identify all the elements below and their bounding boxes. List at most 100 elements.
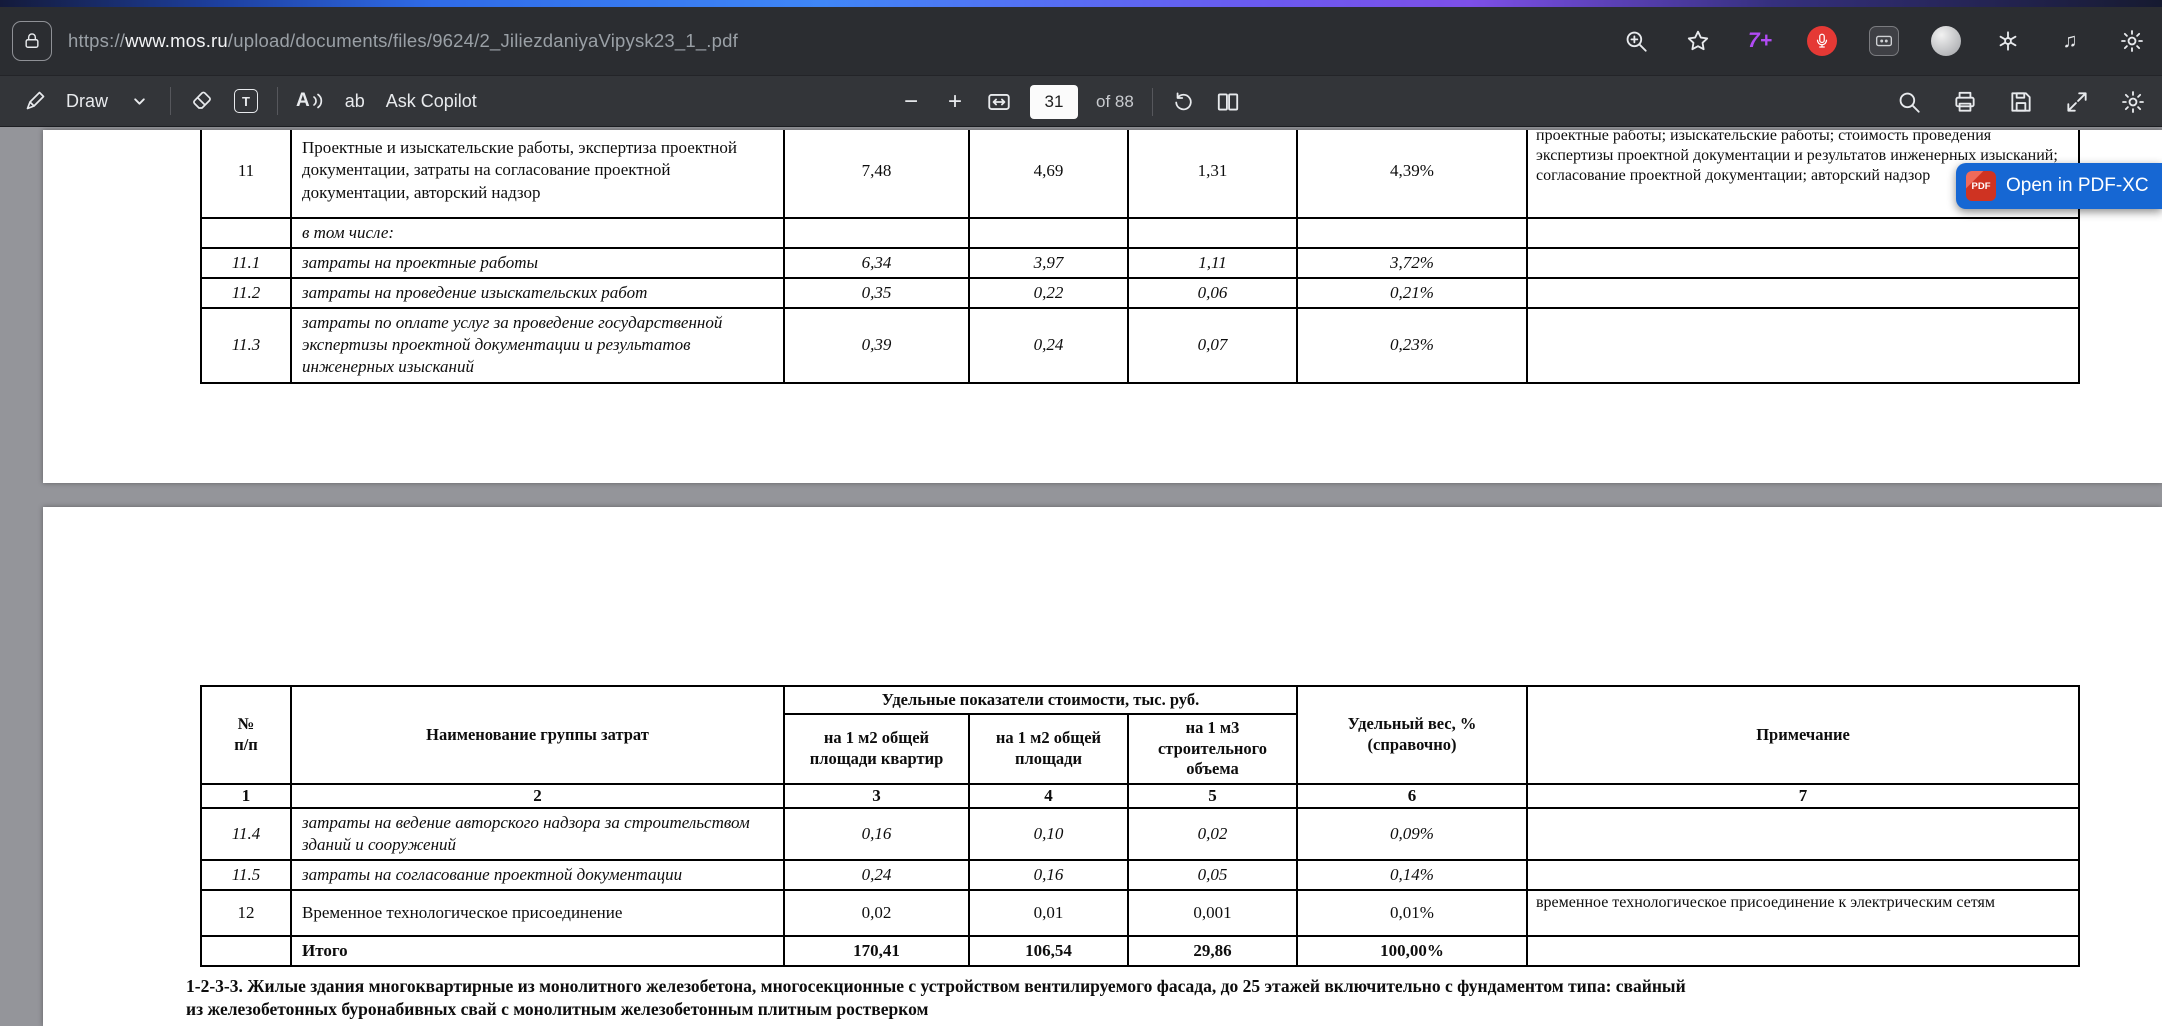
- cell-row-number: 11.3: [200, 307, 292, 384]
- header-cost-group: Удельные показатели стоимости, тыс. руб.: [783, 685, 1298, 715]
- favorites-star-button[interactable]: [1682, 25, 1714, 57]
- header-group-name: Наименование группы затрат: [290, 685, 785, 785]
- cell-value: 7,48: [783, 130, 970, 219]
- column-number: 6: [1296, 783, 1528, 809]
- search-document-button[interactable]: [1896, 84, 1922, 120]
- pdf-viewport[interactable]: 11 Проектные и изыскательские работы, эк…: [0, 127, 2162, 1026]
- add-text-button[interactable]: T: [233, 83, 259, 119]
- toolbar-separator: [277, 87, 279, 115]
- pdf-settings-button[interactable]: [2120, 84, 2146, 120]
- cell-value: 1,11: [1127, 247, 1298, 280]
- cell-value: 0,02: [783, 889, 970, 938]
- magnifier-plus-icon: [1626, 31, 1647, 52]
- read-aloud-icon: A: [296, 90, 310, 111]
- total-value: 106,54: [968, 935, 1129, 968]
- save-button[interactable]: [2008, 84, 2034, 120]
- draw-label[interactable]: Draw: [66, 90, 109, 111]
- gear-icon: [2121, 30, 2143, 52]
- cell-value: 0,01: [968, 889, 1129, 938]
- cell-note: временное технологическое присоединение …: [1526, 889, 2080, 938]
- cell-percent: [1296, 216, 1528, 250]
- draw-button[interactable]: [22, 83, 48, 119]
- table-row: 11.3 затраты по оплате услуг за проведен…: [200, 307, 2080, 384]
- profile-avatar-button[interactable]: [1930, 25, 1962, 57]
- media-extension-button[interactable]: ♫: [2054, 25, 2086, 57]
- cell-percent: 0,23%: [1296, 307, 1528, 384]
- cell-group-name: затраты по оплате услуг за проведение го…: [290, 307, 785, 384]
- zoom-out-button[interactable]: −: [898, 84, 924, 120]
- pen-icon: [26, 91, 45, 110]
- cell-value: 0,24: [783, 859, 970, 892]
- site-info-button[interactable]: [12, 21, 52, 61]
- cell-value: 0,35: [783, 277, 970, 310]
- page-number-input[interactable]: [1030, 85, 1078, 119]
- pdf-page-1: 11 Проектные и изыскательские работы, эк…: [43, 130, 2162, 483]
- cell-percent: 0,14%: [1296, 859, 1528, 892]
- url-scheme: https://: [68, 30, 126, 51]
- translate-icon: ab: [344, 90, 365, 111]
- cell-row-number: 11.5: [200, 859, 292, 892]
- rotate-icon: [1175, 91, 1192, 110]
- cell-value: 0,16: [783, 806, 970, 862]
- draw-dropdown-button[interactable]: [126, 83, 152, 119]
- extensions-button[interactable]: [1992, 25, 2024, 57]
- url-text[interactable]: https://www.mos.ru/upload/documents/file…: [68, 30, 1620, 52]
- cell-group-name: затраты на согласование проектной докуме…: [290, 859, 785, 892]
- cell-percent: 0,09%: [1296, 806, 1528, 862]
- column-number-row: 1 2 3 4 5 6 7: [200, 783, 2080, 809]
- cell-value: 0,07: [1127, 307, 1298, 384]
- pdf-toolbar-left: Draw T A ab Ask Copilot: [0, 83, 477, 119]
- pdf-toolbar-right: [1896, 76, 2146, 128]
- cell-value: 0,10: [968, 806, 1129, 862]
- zoom-page-button[interactable]: [1620, 25, 1652, 57]
- read-aloud-button[interactable]: A: [296, 83, 324, 119]
- extension-button-capture[interactable]: [1868, 25, 1900, 57]
- zoom-in-button[interactable]: +: [942, 84, 968, 120]
- window-accent-strip: [0, 0, 2162, 7]
- ask-copilot-button[interactable]: Ask Copilot: [385, 90, 477, 111]
- open-in-pdf-xchange-label: Open in PDF-XC: [2006, 175, 2149, 196]
- table-row: в том числе:: [200, 216, 2080, 250]
- header-per-m2-flats: на 1 м2 общей площади квартир: [783, 713, 970, 785]
- address-bar-actions: 7+ ♫: [1620, 25, 2152, 57]
- expand-icon: [2067, 92, 2087, 112]
- two-page-view-icon: [1217, 93, 1238, 111]
- browser-address-bar: https://www.mos.ru/upload/documents/file…: [0, 7, 2162, 75]
- minus-icon: −: [903, 88, 918, 115]
- pdf-toolbar-center: − + of 88: [898, 76, 1241, 128]
- save-icon: [2011, 92, 2031, 112]
- extension-button-microphone[interactable]: [1806, 25, 1838, 57]
- url-path: /upload/documents/files/9624/2_Jiliezdan…: [227, 30, 738, 51]
- cell-value: 0,16: [968, 859, 1129, 892]
- open-in-pdf-xchange-button[interactable]: PDF Open in PDF-XC: [1956, 163, 2162, 209]
- total-value: 29,86: [1127, 935, 1298, 968]
- footnote-line-2: из железобетонных буронабивных свай с мо…: [186, 999, 929, 1020]
- table-row: 12 Временное технологическое присоединен…: [200, 889, 2080, 938]
- cell-value: 0,05: [1127, 859, 1298, 892]
- sound-waves-icon: [312, 93, 322, 109]
- printer-icon: [1955, 91, 1975, 112]
- cost-table-continued: 11 Проектные и изыскательские работы, эк…: [200, 130, 2080, 384]
- column-number: 5: [1127, 783, 1298, 809]
- extension-button-purple[interactable]: 7+: [1744, 25, 1776, 57]
- eraser-button[interactable]: [189, 83, 215, 119]
- cell-value: 0,22: [968, 277, 1129, 310]
- print-button[interactable]: [1952, 84, 1978, 120]
- total-value: 170,41: [783, 935, 970, 968]
- cell-value: 6,34: [783, 247, 970, 280]
- chevron-down-icon: [133, 97, 145, 105]
- rotate-button[interactable]: [1171, 84, 1197, 120]
- column-number: 2: [290, 783, 785, 809]
- cell-percent: 3,72%: [1296, 247, 1528, 280]
- translate-button[interactable]: ab: [342, 83, 368, 119]
- table-row: 11.4 затраты на ведение авторского надзо…: [200, 806, 2080, 862]
- column-number: 3: [783, 783, 970, 809]
- cell-group-name: затраты на проектные работы: [290, 247, 785, 280]
- star-icon: [1687, 30, 1709, 51]
- fullscreen-button[interactable]: [2064, 84, 2090, 120]
- browser-settings-button[interactable]: [2116, 25, 2148, 57]
- fit-to-width-button[interactable]: [986, 84, 1012, 120]
- cell-row-number: 11: [200, 130, 292, 219]
- page-view-button[interactable]: [1215, 84, 1241, 120]
- cell-note: [1526, 277, 2080, 310]
